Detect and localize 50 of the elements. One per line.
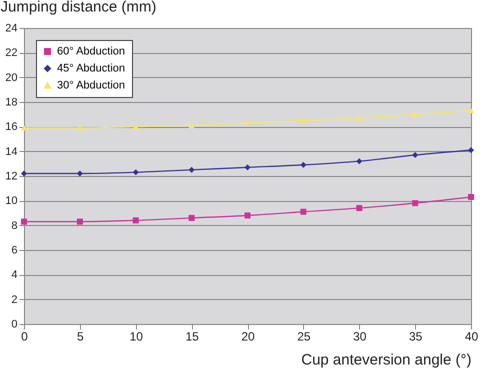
point [132, 124, 139, 130]
point [188, 122, 195, 128]
y-tick-label: 18 [5, 96, 18, 108]
x-axis-title: Cup anteversion angle (°) [301, 352, 472, 368]
point [468, 108, 474, 114]
y-tick-label: 8 [11, 220, 18, 232]
point [244, 212, 250, 218]
point [356, 158, 362, 164]
point [300, 162, 306, 168]
point [468, 194, 474, 200]
point [76, 125, 83, 130]
point [188, 166, 195, 173]
point [132, 169, 139, 176]
point [412, 112, 418, 117]
x-tick-label: 0 [21, 330, 28, 344]
point [300, 208, 306, 215]
y-tick-label: 0 [11, 318, 18, 330]
point [412, 152, 418, 158]
y-axis-title: Jumping distance (mm) [0, 0, 156, 16]
x-tick-label: 20 [241, 330, 255, 344]
y-tick-label: 16 [5, 121, 18, 134]
y-tick-label: 10 [5, 195, 18, 208]
x-tick-label: 10 [130, 330, 144, 344]
x-tick-label: 5 [77, 330, 84, 344]
point [132, 217, 139, 224]
point [188, 214, 195, 221]
legend-label: 60° Abduction [57, 46, 126, 58]
x-tick-label: 25 [297, 330, 311, 344]
point [244, 120, 250, 126]
point [468, 147, 474, 154]
point [356, 205, 362, 212]
point [356, 115, 362, 121]
point [412, 200, 418, 206]
x-tick-label: 40 [464, 330, 478, 344]
point [244, 164, 250, 170]
y-tick-label: 4 [11, 269, 18, 282]
x-tick-label: 35 [408, 330, 423, 344]
point [76, 218, 83, 225]
x-tick-label: 30 [353, 330, 367, 344]
point [300, 118, 306, 124]
y-tick-label: 6 [11, 244, 18, 256]
y-tick-label: 14 [5, 146, 18, 158]
y-tick-label: 20 [5, 72, 18, 84]
legend-label: 45° Abduction [57, 62, 126, 74]
y-tick-label: 2 [11, 294, 18, 306]
legend-label: 30° Abduction [57, 80, 126, 92]
y-tick-label: 22 [5, 47, 18, 60]
y-tick-label: 12 [5, 170, 18, 182]
y-tick-label: 24 [5, 22, 18, 34]
x-tick-label: 15 [185, 330, 200, 344]
